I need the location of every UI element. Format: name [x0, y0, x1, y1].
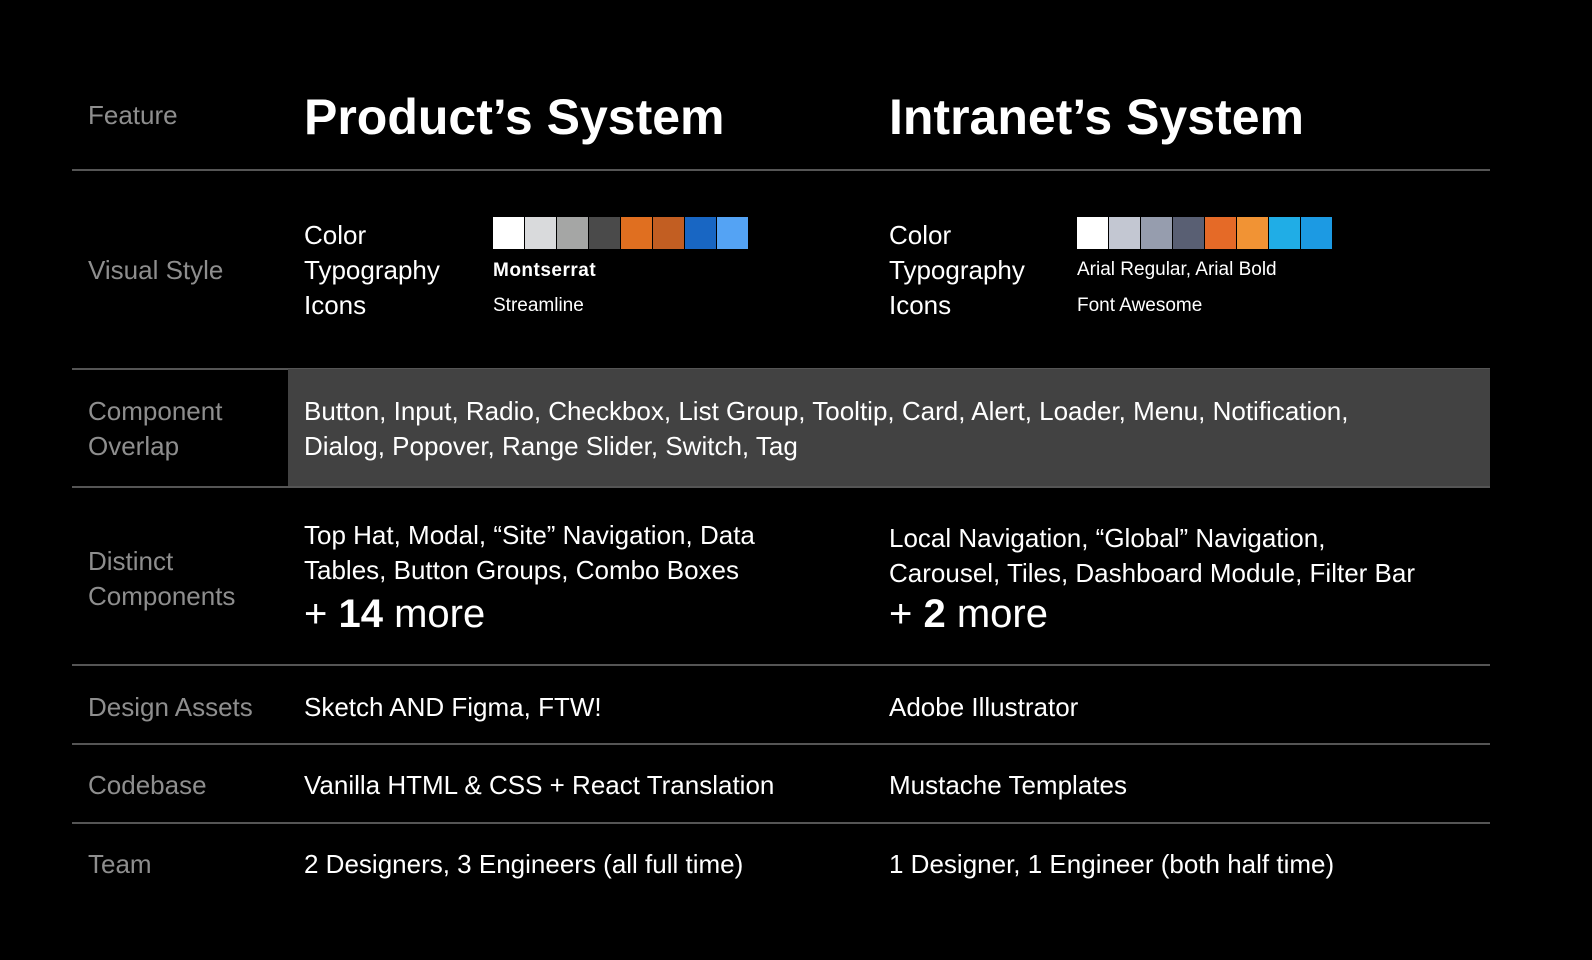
intranet-color-label: Color: [889, 220, 952, 250]
feature-column-header: Feature: [88, 100, 178, 130]
product-team: 2 Designers, 3 Engineers (all full time): [304, 849, 744, 879]
color-swatch: [1269, 217, 1300, 249]
intranet-icons-label: Icons: [889, 290, 952, 320]
component-overlap-label-line1: Component: [88, 396, 223, 426]
visual-style-label: Visual Style: [88, 255, 224, 285]
product-color-palette: [493, 217, 749, 249]
intranet-more-count: + 2 more: [889, 592, 1048, 636]
component-overlap-line1: Button, Input, Radio, Checkbox, List Gro…: [304, 396, 1349, 426]
color-swatch: [493, 217, 524, 249]
color-swatch: [1173, 217, 1204, 249]
color-swatch: [589, 217, 620, 249]
product-distinct-line2: Tables, Button Groups, Combo Boxes: [304, 555, 740, 585]
component-overlap-highlight: [288, 369, 1490, 487]
product-typography-value: Montserrat: [493, 260, 597, 281]
color-swatch: [653, 217, 684, 249]
color-swatch: [1109, 217, 1140, 249]
component-overlap-label-line2: Overlap: [88, 431, 180, 461]
design-assets-label: Design Assets: [88, 692, 253, 722]
team-label: Team: [88, 849, 152, 879]
component-overlap-list: Button, Input, Radio, Checkbox, List Gro…: [304, 394, 1348, 464]
product-more-count: + 14 more: [304, 592, 485, 636]
intranet-typography-label: Typography: [889, 255, 1025, 285]
product-icons-value: Streamline: [493, 295, 584, 316]
divider: [72, 743, 1490, 745]
intranet-system-title: Intranet’s System: [889, 89, 1304, 145]
color-swatch: [1301, 217, 1332, 249]
product-typography-label: Typography: [304, 255, 440, 285]
color-swatch: [1141, 217, 1172, 249]
product-more-prefix: +: [304, 592, 339, 636]
color-swatch: [1237, 217, 1268, 249]
distinct-components-label-line1: Distinct: [88, 546, 174, 576]
product-more-number: 14: [338, 592, 383, 636]
intranet-design-assets: Adobe Illustrator: [889, 692, 1079, 722]
intranet-more-number: 2: [923, 592, 946, 636]
intranet-more-prefix: +: [889, 592, 924, 636]
color-swatch: [685, 217, 716, 249]
divider: [72, 169, 1490, 171]
product-more-suffix: more: [382, 592, 486, 636]
intranet-distinct-line1: Local Navigation, “Global” Navigation,: [889, 523, 1326, 553]
product-color-label: Color: [304, 220, 367, 250]
distinct-components-label-line2: Components: [88, 581, 236, 611]
product-distinct-line1: Top Hat, Modal, “Site” Navigation, Data: [304, 520, 755, 550]
product-system-title: Product’s System: [304, 89, 725, 145]
divider: [72, 822, 1490, 824]
intranet-color-palette: [1077, 217, 1333, 249]
intranet-more-suffix: more: [945, 592, 1048, 636]
color-swatch: [621, 217, 652, 249]
distinct-components-label: Distinct Components: [88, 544, 235, 614]
intranet-icons-value: Font Awesome: [1077, 295, 1203, 316]
product-icons-label: Icons: [304, 290, 367, 320]
color-swatch: [557, 217, 588, 249]
intranet-team: 1 Designer, 1 Engineer (both half time): [889, 849, 1335, 879]
intranet-distinct-components: Local Navigation, “Global” Navigation, C…: [889, 521, 1415, 591]
product-distinct-components: Top Hat, Modal, “Site” Navigation, Data …: [304, 518, 755, 588]
intranet-style-labels: Color Typography Icons: [889, 218, 1025, 323]
intranet-codebase: Mustache Templates: [889, 770, 1127, 800]
component-overlap-label: Component Overlap: [88, 394, 222, 464]
component-overlap-line2: Dialog, Popover, Range Slider, Switch, T…: [304, 431, 798, 461]
color-swatch: [717, 217, 748, 249]
color-swatch: [525, 217, 556, 249]
color-swatch: [1205, 217, 1236, 249]
product-design-assets: Sketch AND Figma, FTW!: [304, 692, 602, 722]
divider: [72, 486, 1490, 488]
codebase-label: Codebase: [88, 770, 207, 800]
intranet-typography-value: Arial Regular, Arial Bold: [1077, 259, 1277, 280]
color-swatch: [1077, 217, 1108, 249]
product-style-labels: Color Typography Icons: [304, 218, 440, 323]
product-codebase: Vanilla HTML & CSS + React Translation: [304, 770, 775, 800]
intranet-distinct-line2: Carousel, Tiles, Dashboard Module, Filte…: [889, 558, 1416, 588]
divider: [72, 664, 1490, 666]
